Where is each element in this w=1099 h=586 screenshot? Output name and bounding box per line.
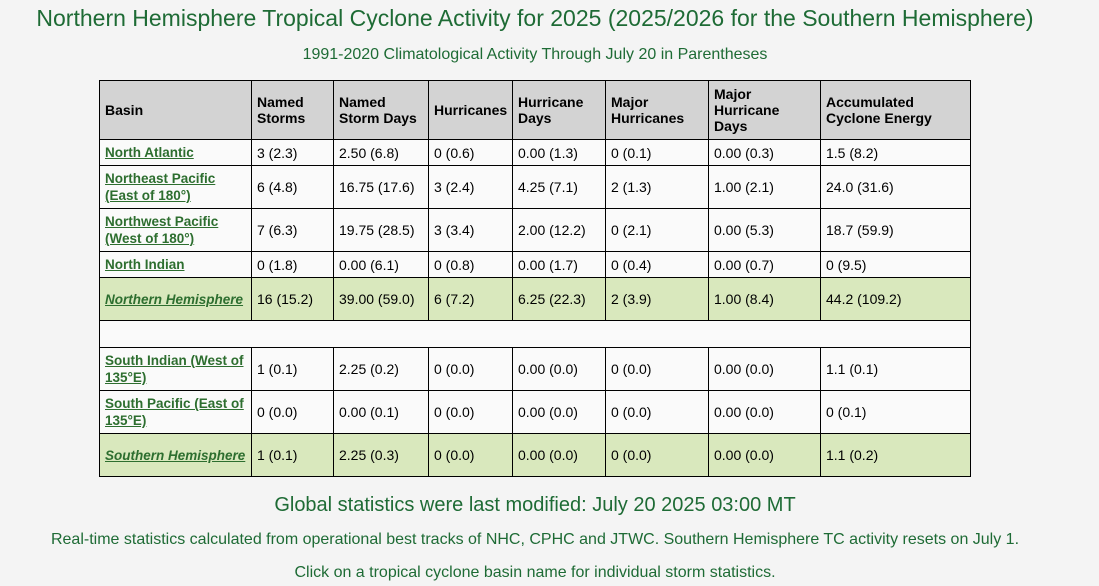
basin-cell: South Indian (West of 135°E) xyxy=(99,347,252,391)
major-hurricanes-cell: 2 (3.9) xyxy=(605,277,709,321)
major-hurricanes-cell: 0 (2.1) xyxy=(605,208,709,252)
major-hurricanes-cell: 0 (0.0) xyxy=(605,433,709,477)
hurricanes-cell: 3 (3.4) xyxy=(428,208,513,252)
named-storm-days-cell: 0.00 (0.1) xyxy=(333,390,429,434)
major-hurricane-days-cell: 0.00 (0.3) xyxy=(708,139,821,166)
named-storm-days-cell: 39.00 (59.0) xyxy=(333,277,429,321)
ace-cell: 18.7 (59.9) xyxy=(820,208,971,252)
named-storms-cell: 1 (0.1) xyxy=(251,433,334,477)
click-instruction-note: Click on a tropical cyclone basin name f… xyxy=(294,564,776,581)
hurricane-days-cell: 0.00 (0.0) xyxy=(512,433,606,477)
hurricanes-cell: 0 (0.0) xyxy=(428,433,513,477)
hurricane-days-cell: 6.25 (22.3) xyxy=(512,277,606,321)
table-row-south-indian: South Indian (West of 135°E) 1 (0.1) 2.2… xyxy=(99,347,971,391)
table-row-north-atlantic: North Atlantic 3 (2.3) 2.50 (6.8) 0 (0.6… xyxy=(99,139,971,166)
table-row-southern-hemisphere: Southern Hemisphere 1 (0.1) 2.25 (0.3) 0… xyxy=(99,433,971,477)
named-storms-cell: 7 (6.3) xyxy=(251,208,334,252)
table-row-northern-hemisphere: Northern Hemisphere 16 (15.2) 39.00 (59.… xyxy=(99,277,971,321)
ace-cell: 44.2 (109.2) xyxy=(820,277,971,321)
header-named-storm-days: Named Storm Days xyxy=(333,80,429,140)
header-major-hurricane-days: Major Hurricane Days xyxy=(708,80,821,140)
hurricane-days-cell: 0.00 (1.7) xyxy=(512,251,606,278)
ace-cell: 1.5 (8.2) xyxy=(820,139,971,166)
hurricanes-cell: 6 (7.2) xyxy=(428,277,513,321)
named-storms-cell: 1 (0.1) xyxy=(251,347,334,391)
major-hurricane-days-cell: 1.00 (8.4) xyxy=(708,277,821,321)
major-hurricane-days-cell: 0.00 (0.0) xyxy=(708,433,821,477)
hurricanes-cell: 0 (0.0) xyxy=(428,347,513,391)
basin-cell: Northern Hemisphere xyxy=(99,277,252,321)
table-row-north-indian: North Indian 0 (1.8) 0.00 (6.1) 0 (0.8) … xyxy=(99,251,971,278)
basin-link-northern-hemisphere[interactable]: Northern Hemisphere xyxy=(105,291,244,307)
named-storm-days-cell: 2.25 (0.2) xyxy=(333,347,429,391)
header-named-storms: Named Storms xyxy=(251,80,334,140)
realtime-statistics-note: Real-time statistics calculated from ope… xyxy=(50,531,1020,548)
major-hurricanes-cell: 0 (0.1) xyxy=(605,139,709,166)
spacer-cell xyxy=(99,320,971,348)
cyclone-activity-table: Basin Named Storms Named Storm Days Hurr… xyxy=(99,80,971,477)
named-storms-cell: 0 (0.0) xyxy=(251,390,334,434)
basin-cell: Southern Hemisphere xyxy=(99,433,252,477)
header-hurricanes: Hurricanes xyxy=(428,80,513,140)
page-title: Northern Hemisphere Tropical Cyclone Act… xyxy=(36,5,1034,31)
table-spacer-row xyxy=(99,320,971,348)
basin-link-north-indian[interactable]: North Indian xyxy=(105,257,185,272)
named-storms-cell: 16 (15.2) xyxy=(251,277,334,321)
basin-cell: North Indian xyxy=(99,251,252,278)
basin-cell: South Pacific (East of 135°E) xyxy=(99,390,252,434)
ace-cell: 24.0 (31.6) xyxy=(820,165,971,209)
major-hurricane-days-cell: 0.00 (0.0) xyxy=(708,347,821,391)
hurricane-days-cell: 0.00 (0.0) xyxy=(512,347,606,391)
table-header-row: Basin Named Storms Named Storm Days Hurr… xyxy=(99,80,971,140)
ace-cell: 1.1 (0.2) xyxy=(820,433,971,477)
named-storm-days-cell: 2.25 (0.3) xyxy=(333,433,429,477)
table-row-northeast-pacific: Northeast Pacific (East of 180°) 6 (4.8)… xyxy=(99,165,971,209)
major-hurricanes-cell: 0 (0.0) xyxy=(605,390,709,434)
basin-link-north-atlantic[interactable]: North Atlantic xyxy=(105,145,194,160)
basin-cell: Northeast Pacific (East of 180°) xyxy=(99,165,252,209)
page-subtitle: 1991-2020 Climatological Activity Throug… xyxy=(302,46,768,63)
major-hurricane-days-cell: 0.00 (0.0) xyxy=(708,390,821,434)
basin-cell: Northwest Pacific (West of 180°) xyxy=(99,208,252,252)
major-hurricane-days-cell: 0.00 (5.3) xyxy=(708,208,821,252)
major-hurricanes-cell: 2 (1.3) xyxy=(605,165,709,209)
basin-cell: North Atlantic xyxy=(99,139,252,166)
hurricanes-cell: 0 (0.8) xyxy=(428,251,513,278)
table-row-northwest-pacific: Northwest Pacific (West of 180°) 7 (6.3)… xyxy=(99,208,971,252)
named-storm-days-cell: 2.50 (6.8) xyxy=(333,139,429,166)
basin-link-northeast-pacific[interactable]: Northeast Pacific (East of 180°) xyxy=(105,171,216,203)
last-modified-note: Global statistics were last modified: Ju… xyxy=(274,494,796,516)
basin-link-south-indian[interactable]: South Indian (West of 135°E) xyxy=(105,353,244,385)
header-basin: Basin xyxy=(99,80,252,140)
named-storm-days-cell: 19.75 (28.5) xyxy=(333,208,429,252)
header-hurricane-days: Hurricane Days xyxy=(512,80,606,140)
basin-link-northwest-pacific[interactable]: Northwest Pacific (West of 180°) xyxy=(105,214,219,246)
named-storms-cell: 0 (1.8) xyxy=(251,251,334,278)
hurricane-days-cell: 4.25 (7.1) xyxy=(512,165,606,209)
header-major-hurricanes: Major Hurricanes xyxy=(605,80,709,140)
hurricane-days-cell: 2.00 (12.2) xyxy=(512,208,606,252)
major-hurricane-days-cell: 1.00 (2.1) xyxy=(708,165,821,209)
hurricane-days-cell: 0.00 (1.3) xyxy=(512,139,606,166)
major-hurricanes-cell: 0 (0.4) xyxy=(605,251,709,278)
hurricanes-cell: 0 (0.6) xyxy=(428,139,513,166)
major-hurricane-days-cell: 0.00 (0.7) xyxy=(708,251,821,278)
ace-cell: 1.1 (0.1) xyxy=(820,347,971,391)
named-storms-cell: 6 (4.8) xyxy=(251,165,334,209)
hurricanes-cell: 0 (0.0) xyxy=(428,390,513,434)
named-storms-cell: 3 (2.3) xyxy=(251,139,334,166)
named-storm-days-cell: 0.00 (6.1) xyxy=(333,251,429,278)
hurricane-days-cell: 0.00 (0.0) xyxy=(512,390,606,434)
basin-link-southern-hemisphere[interactable]: Southern Hemisphere xyxy=(105,447,246,463)
basin-link-south-pacific[interactable]: South Pacific (East of 135°E) xyxy=(105,396,244,428)
hurricanes-cell: 3 (2.4) xyxy=(428,165,513,209)
table-row-south-pacific: South Pacific (East of 135°E) 0 (0.0) 0.… xyxy=(99,390,971,434)
header-ace: Accumulated Cyclone Energy xyxy=(820,80,971,140)
ace-cell: 0 (0.1) xyxy=(820,390,971,434)
ace-cell: 0 (9.5) xyxy=(820,251,971,278)
named-storm-days-cell: 16.75 (17.6) xyxy=(333,165,429,209)
major-hurricanes-cell: 0 (0.0) xyxy=(605,347,709,391)
